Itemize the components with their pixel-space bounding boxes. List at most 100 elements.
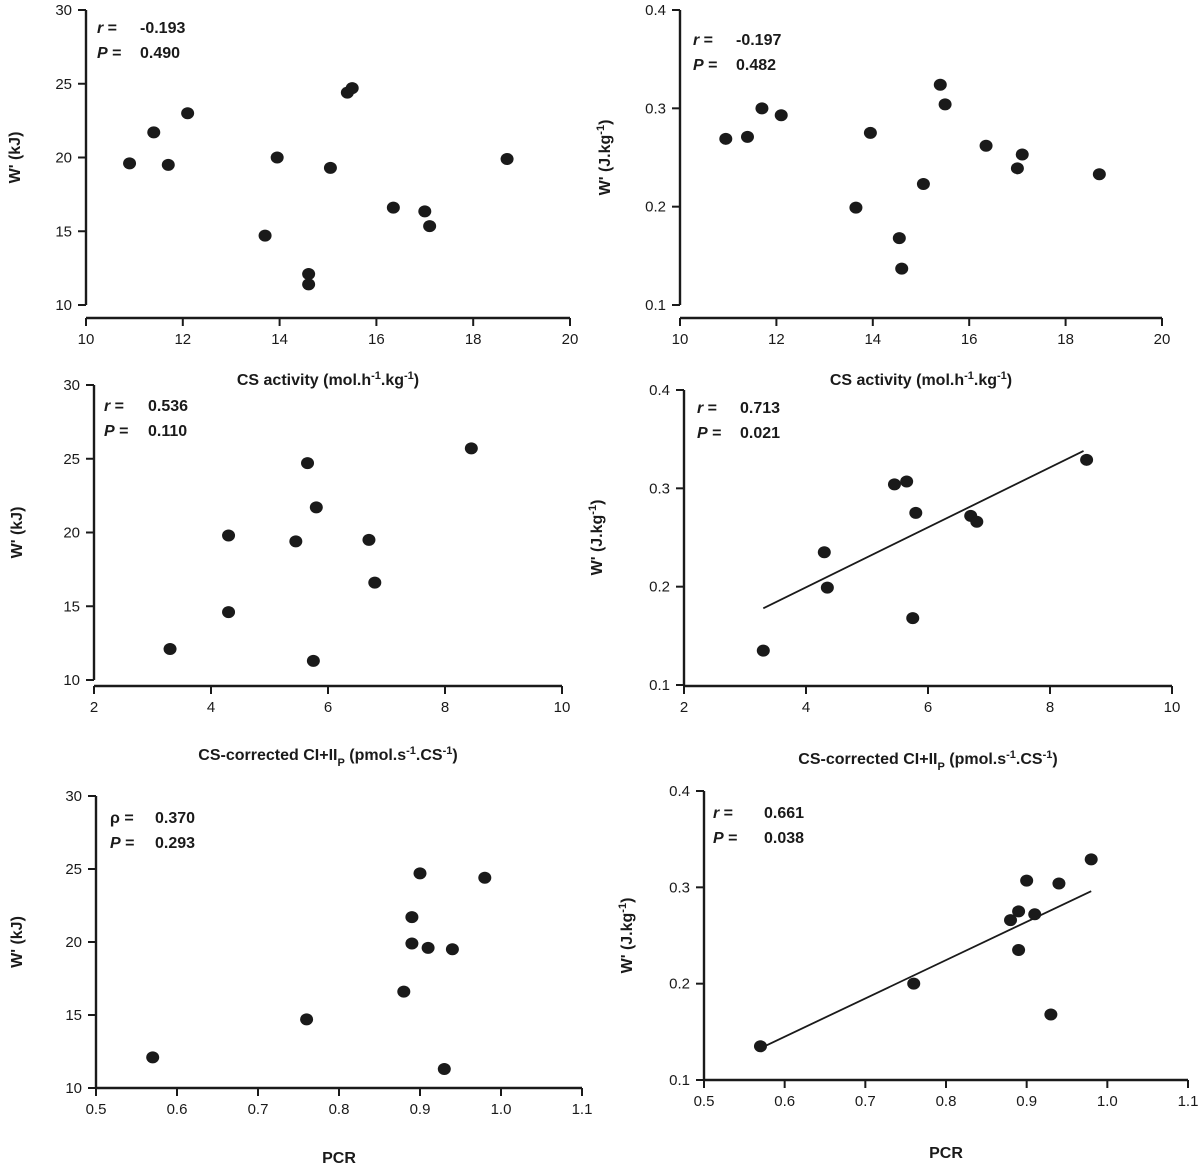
data-point xyxy=(270,151,284,164)
data-point xyxy=(892,232,906,245)
stat-p-label: P = xyxy=(693,57,717,74)
stat-p-label: P = xyxy=(110,835,134,852)
stat-r-value: 0.661 xyxy=(764,805,804,822)
y-tick-label: 15 xyxy=(63,598,80,615)
panel-p6: 0.1 0.2 0.3 0.4 0.5 0.6 0.7 0.8 0.9 1.0 1.1 r = 0.66… xyxy=(617,783,1198,1162)
x-tick-label: 0.5 xyxy=(86,1101,107,1118)
data-point xyxy=(849,201,863,214)
y-tick-label: 30 xyxy=(55,2,72,19)
x-tick-label: 0.9 xyxy=(410,1101,431,1118)
panel-p3: 10 15 20 25 30 2 4 6 8 10 r = 0.536 P = 0.110 CS-corre… xyxy=(9,377,570,769)
stat-r-value: 0.536 xyxy=(148,398,188,415)
data-point xyxy=(719,132,733,145)
data-point xyxy=(123,157,137,170)
x-tick-label: 8 xyxy=(441,699,449,716)
x-axis-title: CS activity (mol.h-1.kg-1) xyxy=(237,370,419,389)
x-tick-label: 1.1 xyxy=(1178,1093,1199,1110)
data-point xyxy=(309,501,323,514)
y-tick-label: 10 xyxy=(55,297,72,314)
stat-p-value: 0.490 xyxy=(140,45,180,62)
data-point xyxy=(895,262,909,275)
data-point xyxy=(300,1013,314,1026)
y-tick-label: 0.2 xyxy=(669,976,690,993)
data-point xyxy=(906,612,920,625)
x-tick-label: 12 xyxy=(174,331,191,348)
data-point xyxy=(774,109,788,122)
y-tick-label: 0.3 xyxy=(645,100,666,117)
x-axis-title: CS activity (mol.h-1.kg-1) xyxy=(830,370,1012,389)
data-point xyxy=(970,515,984,528)
x-tick-label: 10 xyxy=(554,699,571,716)
data-point xyxy=(147,126,161,139)
data-point xyxy=(445,943,459,956)
x-tick-label: 18 xyxy=(465,331,482,348)
x-tick-label: 0.6 xyxy=(167,1101,188,1118)
panel-p5: 10 15 20 25 30 0.5 0.6 0.7 0.8 0.9 1.0 1.1 ρ = 0.370 P… xyxy=(9,788,592,1167)
x-tick-label: 1.0 xyxy=(491,1101,512,1118)
data-point xyxy=(163,643,177,656)
y-axis-title: W' (J.kg-1) xyxy=(617,898,636,974)
data-point xyxy=(289,535,303,548)
x-tick-label: 0.7 xyxy=(855,1093,876,1110)
y-tick-label: 0.4 xyxy=(669,783,690,800)
stat-r-value: 0.713 xyxy=(740,400,780,417)
y-tick-label: 0.4 xyxy=(645,2,666,19)
x-tick-label: 0.9 xyxy=(1016,1093,1037,1110)
data-point xyxy=(1092,168,1106,181)
panel-p2: 0.1 0.2 0.3 0.4 10 12 14 16 18 20 r = -0.197 P = 0.48… xyxy=(595,2,1170,389)
data-point xyxy=(301,457,315,470)
x-tick-label: 0.7 xyxy=(248,1101,269,1118)
data-point xyxy=(817,546,831,559)
data-point xyxy=(755,102,769,115)
x-tick-label: 2 xyxy=(680,699,688,716)
data-point xyxy=(258,229,272,242)
data-point xyxy=(933,78,947,91)
data-point xyxy=(421,941,435,954)
stat-r-label: r = xyxy=(97,20,117,37)
stat-p-label: P = xyxy=(697,425,721,442)
panel-p1: 10 15 20 25 30 10 12 14 16 18 20 r = -0.193 P = 0.490 C… xyxy=(7,2,578,389)
data-point xyxy=(478,871,492,884)
data-point xyxy=(1012,905,1026,918)
y-axis-title: W' (kJ) xyxy=(9,507,26,559)
data-point xyxy=(222,529,236,542)
y-tick-label: 20 xyxy=(65,934,82,951)
x-axis-title: CS-corrected CI+IIP (pmol.s-1.CS-1) xyxy=(198,745,457,769)
x-tick-label: 10 xyxy=(78,331,95,348)
stat-p-label: P = xyxy=(104,423,128,440)
x-axis-title: CS-corrected CI+IIP (pmol.s-1.CS-1) xyxy=(798,749,1057,773)
data-point xyxy=(1084,853,1098,866)
y-tick-label: 15 xyxy=(55,223,72,240)
x-tick-label: 0.8 xyxy=(936,1093,957,1110)
data-point xyxy=(161,158,175,171)
x-tick-label: 6 xyxy=(324,699,332,716)
data-point xyxy=(979,139,993,152)
data-point xyxy=(323,161,337,174)
data-point xyxy=(1012,943,1026,956)
data-point xyxy=(397,985,411,998)
data-point xyxy=(418,205,432,218)
x-tick-label: 1.0 xyxy=(1097,1093,1118,1110)
stat-p-value: 0.293 xyxy=(155,835,195,852)
y-tick-label: 0.3 xyxy=(669,879,690,896)
stat-r-label: r = xyxy=(713,805,733,822)
x-tick-label: 18 xyxy=(1057,331,1074,348)
x-axis-title: PCR xyxy=(929,1145,963,1162)
y-tick-label: 0.4 xyxy=(649,382,670,399)
x-tick-label: 1.1 xyxy=(572,1101,593,1118)
stat-p-label: P = xyxy=(97,45,121,62)
y-tick-label: 30 xyxy=(65,788,82,805)
x-tick-label: 14 xyxy=(864,331,881,348)
data-point xyxy=(1015,148,1029,161)
x-tick-label: 20 xyxy=(562,331,579,348)
y-tick-label: 0.1 xyxy=(645,297,666,314)
y-tick-label: 0.1 xyxy=(649,677,670,694)
x-tick-label: 6 xyxy=(924,699,932,716)
data-point xyxy=(909,506,923,519)
stat-p-value: 0.038 xyxy=(764,830,804,847)
x-tick-label: 10 xyxy=(1164,699,1181,716)
stat-p-value: 0.482 xyxy=(736,57,776,74)
data-point xyxy=(302,278,316,291)
x-tick-label: 0.5 xyxy=(694,1093,715,1110)
